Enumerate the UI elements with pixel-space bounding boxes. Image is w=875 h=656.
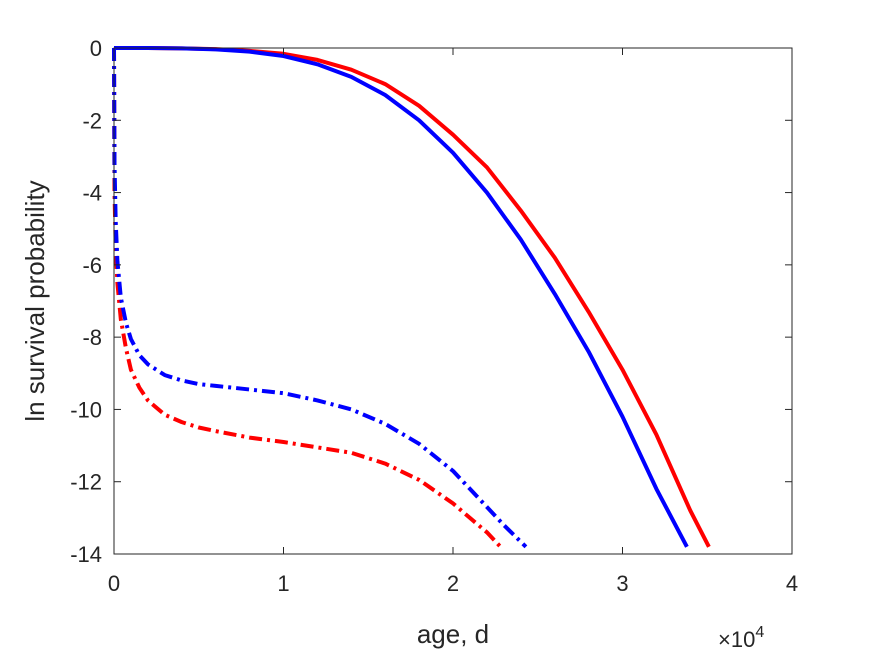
y-tick-label: -14 xyxy=(70,542,102,567)
y-tick-label: -10 xyxy=(70,397,102,422)
x-axis-exponent-base: ×10 xyxy=(718,627,755,652)
series-layer xyxy=(112,46,711,549)
y-tick-label: 0 xyxy=(90,36,102,61)
x-axis-title: age, d xyxy=(417,619,489,649)
series-line-4-dashdot xyxy=(112,47,528,549)
series-line-2-solid xyxy=(114,46,689,548)
series-line-3-dashdot xyxy=(112,47,502,549)
x-axis-exponent: ×104 xyxy=(718,624,764,652)
y-axis-title: ln survival probability xyxy=(20,180,50,421)
tick-layer: 0 1 2 3 4 0 -2 -4 -6 -8 -10 -12 -14 xyxy=(70,36,798,596)
y-tick-label: -8 xyxy=(82,325,102,350)
x-tick-label: 4 xyxy=(786,571,798,596)
y-tick-label: -12 xyxy=(70,470,102,495)
y-tick-label: -4 xyxy=(82,181,102,206)
x-tick-label: 0 xyxy=(108,571,120,596)
x-tick-label: 1 xyxy=(277,571,289,596)
x-tick-label: 2 xyxy=(447,571,459,596)
x-axis-exponent-power: 4 xyxy=(755,624,764,641)
x-tick-label: 3 xyxy=(616,571,628,596)
y-tick-label: -2 xyxy=(82,108,102,133)
y-tick-label: -6 xyxy=(82,253,102,278)
